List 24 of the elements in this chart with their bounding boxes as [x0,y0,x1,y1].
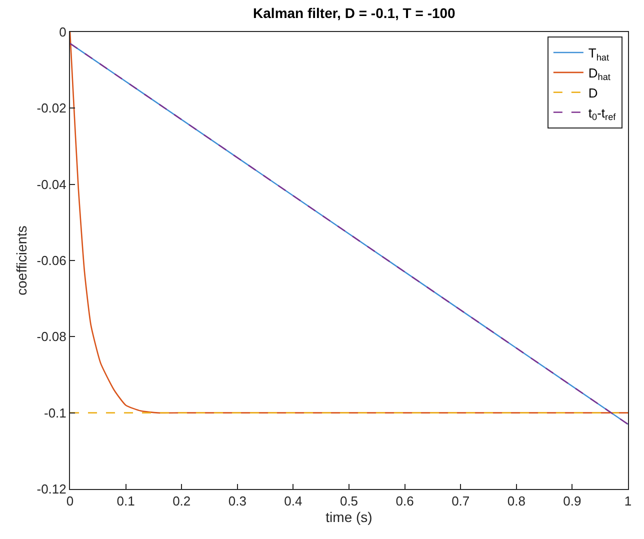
legend-label: D$_{hat}$ [588,65,611,82]
x-tick-label: 0.2 [172,494,191,509]
y-tick-label: -0.02 [36,100,66,116]
legend-label: t$_{0}$-t$_{ref}$ [588,105,616,122]
y-tick-label: 0 [59,24,66,40]
legend-label: T$_{hat}$ [588,46,610,62]
y-tick-label: -0.12 [36,482,66,497]
x-tick-label: 0.4 [284,494,302,509]
x-tick-label: 0.8 [507,494,526,509]
legend-label: D [588,85,598,100]
y-tick-label: -0.08 [36,329,66,344]
y-axis-title: coefficients [13,226,30,296]
x-tick-label: 0.1 [116,494,135,509]
chart-title: Kalman filter, D = -0.1, T = -100 [253,4,456,21]
x-tick-label: 0.3 [228,494,246,509]
y-tick-label: -0.1 [44,405,66,420]
x-tick-label: 0.6 [396,494,414,509]
x-tick-label: 1 [624,494,632,509]
y-tick-label: -0.04 [36,176,66,192]
x-axis-title: time (s) [326,508,372,525]
x-tick-label: 0.9 [563,494,582,509]
x-tick-label: 0.5 [340,494,358,509]
x-tick-label: 0.7 [452,494,470,509]
y-tick-label: -0.06 [36,253,66,268]
